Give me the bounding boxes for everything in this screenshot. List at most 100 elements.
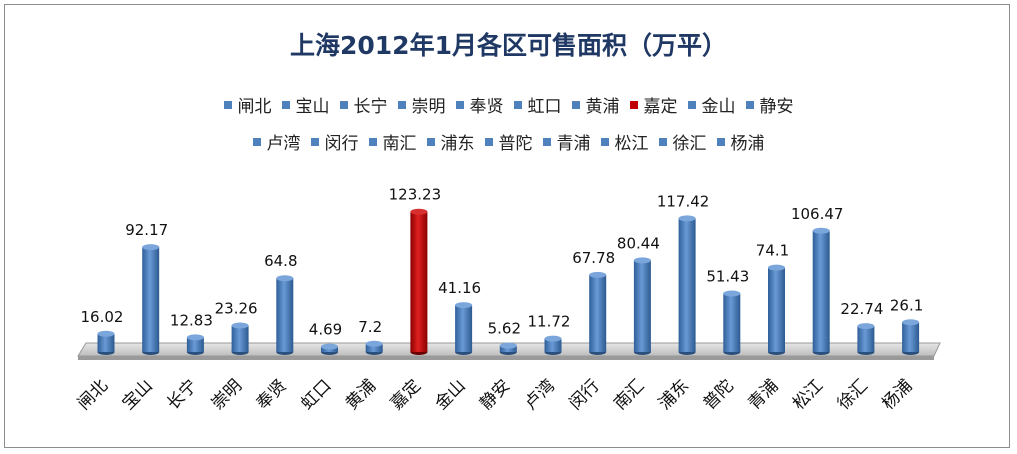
legend-swatch xyxy=(600,137,609,146)
legend-row-1: 闸北 宝山 长宁 崇明 奉贤 虹口 黄浦 嘉定 金山 静安 xyxy=(0,92,1017,117)
bar xyxy=(812,227,830,355)
legend-label: 金山 xyxy=(701,97,736,117)
legend-swatch xyxy=(426,137,435,146)
legend-swatch xyxy=(571,100,580,109)
legend-label: 宝山 xyxy=(295,97,330,117)
legend-item: 闵行 xyxy=(310,129,359,154)
bar xyxy=(142,244,160,355)
legend-item: 崇明 xyxy=(397,92,446,117)
bar-body xyxy=(589,274,607,352)
legend-swatch xyxy=(339,100,348,109)
category-label: 宝山 xyxy=(119,376,157,414)
bar-top xyxy=(902,319,920,326)
legend-label: 浦东 xyxy=(440,134,475,154)
legend-item: 宝山 xyxy=(281,92,330,117)
legend-label: 杨浦 xyxy=(730,134,765,154)
legend-item: 虹口 xyxy=(513,92,562,117)
legend-item: 松江 xyxy=(600,129,649,154)
value-label: 117.42 xyxy=(657,192,710,210)
category-label: 普陀 xyxy=(700,376,738,414)
bar-body xyxy=(768,267,785,352)
legend-label: 奉贤 xyxy=(469,97,504,117)
bar xyxy=(276,275,294,355)
bar xyxy=(678,215,696,355)
legend-item: 浦东 xyxy=(426,129,475,154)
chart-floor-edge xyxy=(78,356,934,360)
category-label: 卢湾 xyxy=(521,376,559,414)
bar-top xyxy=(857,323,875,330)
bar xyxy=(902,319,920,355)
legend-swatch xyxy=(687,100,696,109)
legend-label: 徐汇 xyxy=(672,134,707,154)
bar-body xyxy=(812,230,830,352)
bar-top xyxy=(723,290,741,297)
bar-top xyxy=(276,275,294,282)
legend-swatch xyxy=(310,137,319,146)
legend-label: 普陀 xyxy=(498,134,533,154)
legend-item: 普陀 xyxy=(484,129,533,154)
bar-body xyxy=(231,325,249,352)
value-label: 92.17 xyxy=(125,221,168,239)
legend-label: 嘉定 xyxy=(643,97,678,117)
legend-swatch xyxy=(223,100,232,109)
category-label: 青浦 xyxy=(744,376,782,414)
bar xyxy=(186,334,204,355)
legend-item: 嘉定 xyxy=(629,92,678,117)
bar xyxy=(723,290,741,355)
legend-item: 闸北 xyxy=(223,92,272,117)
legend-label: 松江 xyxy=(614,134,649,154)
legend-label: 卢湾 xyxy=(266,134,301,154)
legend-swatch xyxy=(658,137,667,146)
bar-body xyxy=(455,305,473,352)
legend-item: 静安 xyxy=(745,92,794,117)
legend-item: 南汇 xyxy=(368,129,417,154)
legend-swatch xyxy=(368,137,377,146)
legend-swatch xyxy=(397,100,406,109)
legend-swatch xyxy=(281,100,290,109)
chart-title: 上海2012年1月各区可售面积（万平） xyxy=(290,31,727,60)
bar-top xyxy=(812,227,830,234)
bar-top xyxy=(499,342,517,349)
bar-body xyxy=(142,247,160,352)
legend-swatch xyxy=(513,100,522,109)
bar xyxy=(321,343,338,355)
legend-label: 崇明 xyxy=(411,97,446,117)
bar-top xyxy=(186,334,204,341)
bar xyxy=(544,335,562,355)
legend-label: 闸北 xyxy=(237,97,272,117)
bar-top xyxy=(410,208,428,215)
bar-top xyxy=(633,257,651,264)
value-label: 51.43 xyxy=(706,267,749,285)
bar-top xyxy=(455,302,473,309)
value-label: 11.72 xyxy=(528,313,571,331)
legend-label: 闵行 xyxy=(324,134,359,154)
category-label: 虹口 xyxy=(297,376,335,414)
category-label: 杨浦 xyxy=(878,376,916,414)
category-label: 松江 xyxy=(789,376,827,414)
value-label: 80.44 xyxy=(617,234,660,252)
value-label: 67.78 xyxy=(572,249,615,267)
bar-top xyxy=(142,244,160,251)
legend-label: 静安 xyxy=(759,97,794,117)
legend-item: 青浦 xyxy=(542,129,591,154)
value-label: 123.23 xyxy=(389,186,442,204)
bar-body xyxy=(902,322,920,352)
legend-swatch xyxy=(252,137,261,146)
bar-body xyxy=(186,337,204,352)
chart-frame xyxy=(4,4,1010,448)
legend-swatch xyxy=(484,137,493,146)
value-label: 7.2 xyxy=(358,318,382,336)
category-label: 金山 xyxy=(431,376,469,414)
value-label: 106.47 xyxy=(791,205,844,223)
bar xyxy=(365,340,383,355)
bar-body xyxy=(723,293,741,352)
bars-group xyxy=(97,208,920,355)
bar-top xyxy=(365,340,383,347)
bar xyxy=(97,330,115,355)
category-label: 静安 xyxy=(476,376,514,414)
category-label: 浦东 xyxy=(655,376,693,414)
bar-body xyxy=(633,260,651,352)
value-label: 12.83 xyxy=(170,311,213,329)
legend-item: 黄浦 xyxy=(571,92,620,117)
